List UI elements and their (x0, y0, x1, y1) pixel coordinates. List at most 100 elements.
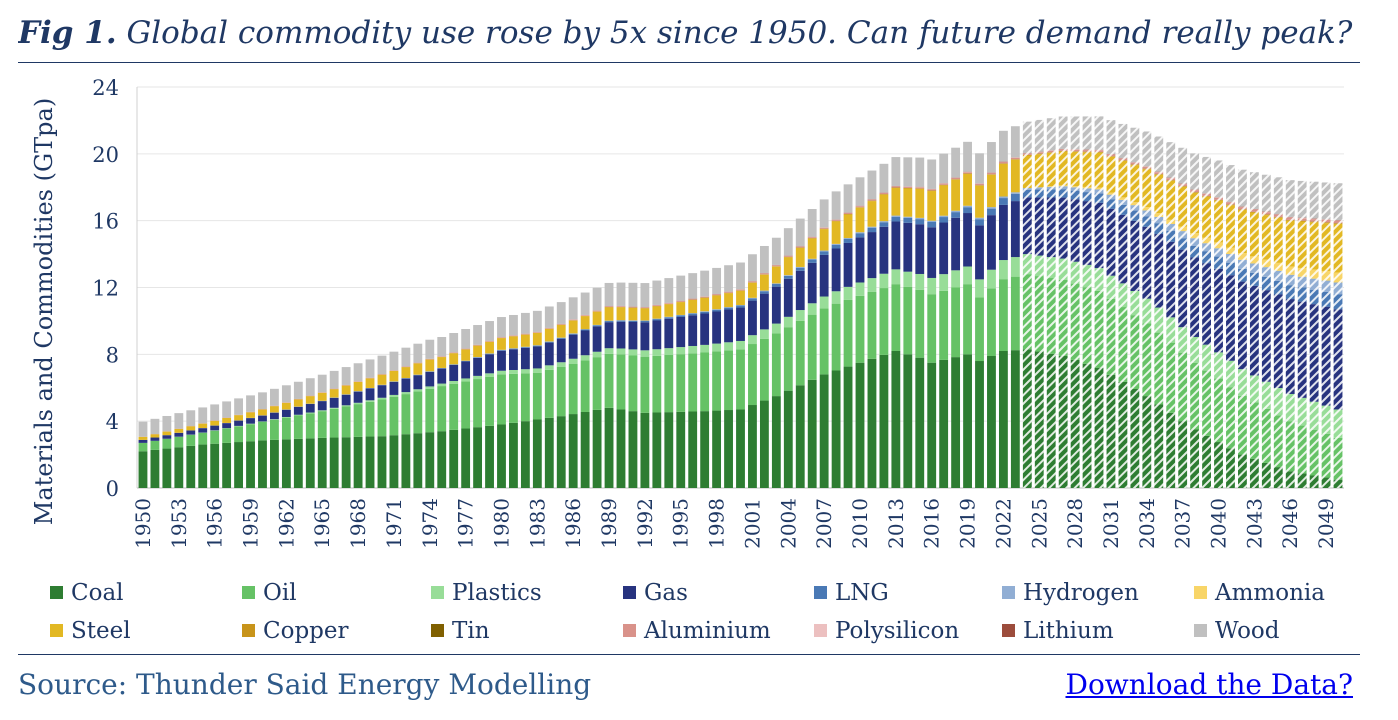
bar-segment-ammonia (1166, 219, 1176, 225)
bar-segment-steel (1226, 205, 1235, 248)
bar-segment-gas (174, 432, 184, 437)
bar-segment-gas (138, 439, 148, 443)
bar-segment-hydrogen (951, 210, 961, 213)
legend-swatch (242, 586, 255, 599)
bar-segment-coal (1226, 448, 1235, 488)
bar-segment-wood (293, 381, 303, 399)
bar-segment-oil (293, 415, 303, 439)
bar-segment-coal (855, 362, 865, 488)
legend-swatch (431, 586, 444, 599)
bar-segment-gas (664, 318, 674, 349)
bar-segment-lng (652, 319, 662, 321)
bar-segment-ammonia (1046, 186, 1056, 187)
bar-segment-plastics (1249, 375, 1259, 403)
bar-segment-gas (1249, 285, 1259, 376)
bar-segment-aluminium (795, 246, 805, 248)
bar-segment-steel (1214, 200, 1223, 243)
legend-label: Aluminium (644, 618, 771, 644)
bar-segment-coal (1333, 479, 1343, 488)
bar-segment-ammonia (1226, 247, 1235, 254)
bar-segment-lng (975, 219, 984, 226)
bar-segment-wood (568, 297, 578, 320)
bar-segment-gas (700, 313, 710, 345)
bar-segment-lng (497, 350, 506, 351)
bar-segment-steel (807, 238, 817, 259)
bar-segment-aluminium (532, 332, 542, 333)
bar-segment-gas (1010, 201, 1020, 258)
legend-swatch (50, 624, 63, 637)
bar-segment-plastics (676, 347, 686, 355)
bar-segment-ammonia (1142, 207, 1152, 211)
bar-segment-lng (759, 291, 769, 294)
bar-segment-oil (1130, 315, 1140, 389)
bar-segment-coal (520, 421, 530, 488)
bar-segment-lng (712, 309, 722, 312)
bar-segment-oil (1106, 298, 1116, 375)
bar-segment-steel (401, 367, 411, 379)
bar-segment-lng (1190, 245, 1200, 258)
bar-segment-hydrogen (975, 217, 984, 220)
bar-segment-steel (138, 436, 148, 440)
bar-segment-gas (1154, 234, 1164, 308)
bar-segment-steel (293, 399, 303, 407)
bar-segment-coal (951, 357, 961, 488)
bar-segment-steel (1058, 151, 1068, 186)
bar-segment-oil (1046, 278, 1056, 354)
bar-segment-steel (700, 297, 710, 312)
bar-segment-plastics (783, 316, 793, 328)
x-tick-label: 1965 (310, 498, 334, 549)
bar-segment-wood (485, 321, 494, 341)
bar-segment-aluminium (664, 303, 674, 304)
bar-segment-hydrogen (1273, 270, 1283, 281)
legend-item-lithium: Lithium (1002, 616, 1114, 646)
bar-segment-plastics (1106, 275, 1116, 299)
bar-segment-coal (891, 350, 901, 488)
legend-label: Lithium (1023, 618, 1114, 644)
bar-segment-steel (281, 402, 291, 410)
bar-segment-lng (1046, 189, 1056, 198)
bar-segment-wood (341, 367, 351, 385)
x-tick-label: 2004 (776, 498, 800, 549)
bar-segment-coal (712, 410, 722, 488)
bar-segment-wood (736, 262, 745, 290)
bar-segment-copper (1166, 180, 1176, 181)
bar-segment-ammonia (1238, 253, 1247, 260)
bar-segment-hydrogen (1010, 192, 1020, 194)
bar-segment-hydrogen (1022, 188, 1032, 190)
bar-segment-aluminium (783, 255, 793, 257)
bar-segment-oil (162, 438, 172, 449)
bar-segment-steel (497, 338, 506, 350)
bar-segment-coal (939, 359, 949, 488)
legend-swatch (1002, 624, 1015, 637)
bar-segment-wood (1202, 156, 1211, 194)
bar-segment-gas (1034, 197, 1044, 256)
bar-segment-gas (305, 404, 315, 413)
y-tick-label: 4 (106, 410, 119, 434)
bar-segment-lng (939, 217, 949, 223)
bar-segment-aluminium (1285, 217, 1295, 220)
bar-segment-lng (783, 275, 793, 279)
bar-segment-wood (807, 209, 817, 237)
bar-segment-coal (329, 437, 339, 488)
bar-segment-steel (1285, 220, 1295, 267)
legend-swatch (242, 624, 255, 637)
bar-segment-oil (891, 284, 901, 351)
bar-segment-coal (138, 451, 148, 488)
bar-segment-oil (425, 388, 435, 433)
y-tick-label: 0 (106, 477, 119, 501)
bar-segment-steel (1166, 180, 1176, 220)
download-data-link[interactable]: Download the Data? (1065, 668, 1354, 701)
bar-segment-wood (927, 159, 937, 189)
bar-segment-oil (341, 406, 351, 438)
bar-segment-oil (1297, 425, 1307, 474)
bar-segment-oil (1273, 415, 1283, 468)
bar-segment-steel (1046, 152, 1056, 187)
legend-item-tin: Tin (431, 616, 490, 646)
bar-segment-hydrogen (879, 221, 889, 223)
legend-swatch (50, 586, 63, 599)
bar-segment-steel (712, 295, 722, 310)
bar-segment-wood (1154, 136, 1164, 172)
bar-segment-plastics (1166, 317, 1176, 343)
bar-segment-plastics (963, 266, 972, 285)
x-tick-label: 1971 (382, 498, 406, 549)
